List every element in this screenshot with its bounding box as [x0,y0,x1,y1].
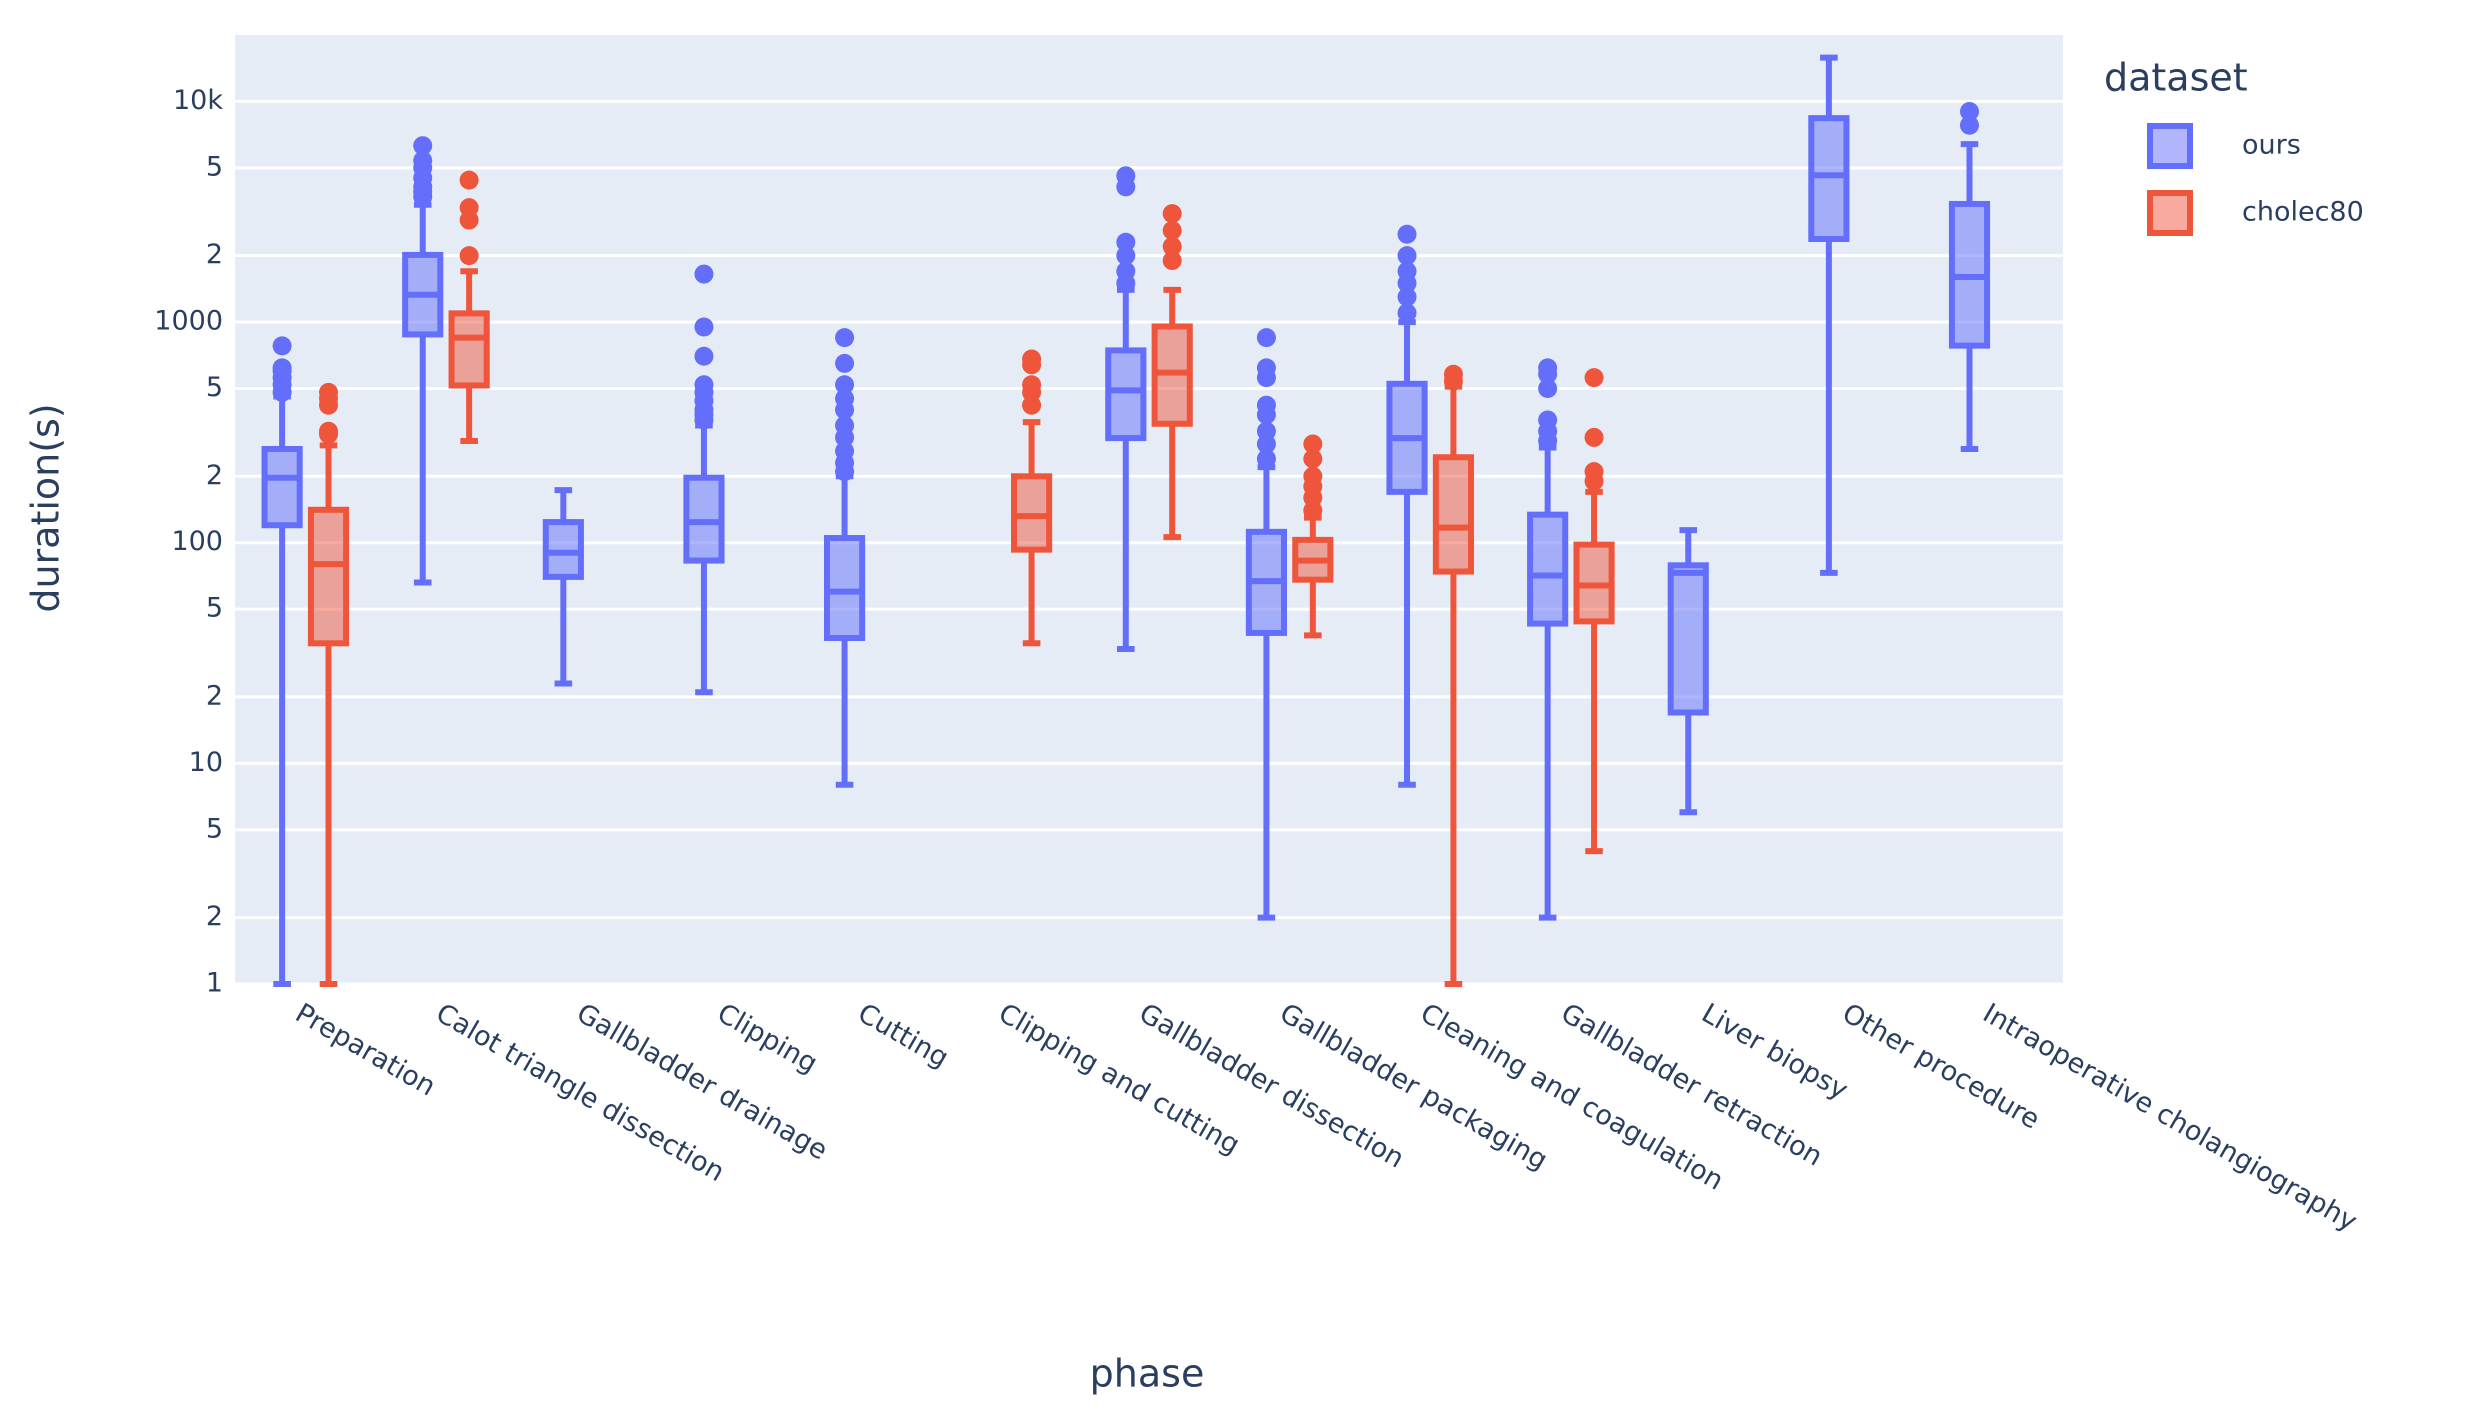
y-tick-label: 10k [173,85,223,116]
outlier [1022,375,1042,395]
marks [261,54,1991,987]
box [1432,454,1475,575]
y-tick-label: 1 [206,968,223,999]
y-tick-label: 2 [206,680,223,711]
outlier [459,170,479,190]
outlier [319,382,339,402]
legend-label: ours [2242,130,2301,161]
y-tick-label: 2 [206,239,223,270]
outlier [1022,349,1042,369]
legend-title: dataset [2104,56,2248,100]
outlier [694,375,714,395]
outlier [1256,449,1276,469]
outlier [1584,368,1604,388]
outlier [1443,364,1463,384]
y-tick-label: 1000 [154,306,223,337]
y-tick-label: 5 [206,813,223,844]
box [448,310,490,389]
x-axis-title: phase [1090,1352,1205,1396]
x-tick-label: Gallbladder retraction [1556,998,1828,1173]
box [261,445,303,529]
y-axis-title: duration(s) [24,403,68,612]
plot-area [235,35,2063,984]
box [1011,473,1053,553]
box [1808,115,1850,242]
box [542,519,584,580]
grid [235,99,2063,986]
outlier [1303,449,1323,469]
outlier [1584,427,1604,447]
y-tick-label: 2 [206,460,223,491]
box [823,535,866,641]
outlier [413,150,433,170]
outlier [1256,421,1276,441]
y-tick-label: 5 [206,151,223,182]
legend-swatch [2147,190,2193,236]
outlier [835,389,855,409]
outlier [1116,261,1136,281]
outlier [1116,166,1136,186]
legend-label: cholec80 [2242,197,2364,228]
y-tick-label: 100 [171,526,223,557]
y-tick-label: 5 [206,372,223,403]
outlier [1959,102,1979,122]
outlier [1397,224,1417,244]
outlier [1256,328,1276,348]
outlier [1162,204,1182,224]
outlier [835,353,855,373]
outlier [835,441,855,461]
y-tick-label: 2 [206,901,223,932]
outlier [1538,410,1558,430]
outlier [413,136,433,156]
x-tick-label: Gallbladder dissection [1134,998,1409,1175]
outlier [459,246,479,266]
outlier [694,317,714,337]
outlier [1397,246,1417,266]
outlier [1584,462,1604,482]
outlier [319,421,339,441]
x-tick-label: Clipping and cutting [993,998,1245,1161]
legend-swatch [2147,123,2193,169]
outlier [1538,358,1558,378]
outlier [459,198,479,218]
outlier [1959,115,1979,135]
outlier [835,375,855,395]
outlier [694,264,714,284]
outlier [1256,395,1276,415]
outlier [1397,261,1417,281]
box [1105,347,1147,442]
outlier [1303,466,1323,486]
outlier [835,328,855,348]
outlier [1116,232,1136,252]
outlier [1162,251,1182,271]
outlier [1397,303,1417,323]
box [307,506,350,647]
x-tick-label: Preparation [290,998,441,1103]
outlier [1538,378,1558,398]
outlier [1162,221,1182,241]
y-tick-label: 10 [189,747,223,778]
box [1527,511,1569,627]
box [1667,562,1709,716]
x-tick-label: Cutting [853,998,954,1074]
x-tick-label: Clipping [712,998,823,1080]
outlier [835,415,855,435]
outlier [272,358,292,378]
x-tick-label: Gallbladder packaging [1274,998,1552,1177]
outlier [1256,358,1276,378]
outlier [1162,237,1182,257]
y-tick-label: 5 [206,593,223,624]
outlier [1303,434,1323,454]
outlier [272,336,292,356]
outlier [1397,287,1417,307]
x-tick-label: Gallbladder drainage [571,998,832,1167]
outlier [694,346,714,366]
outlier [1116,246,1136,266]
